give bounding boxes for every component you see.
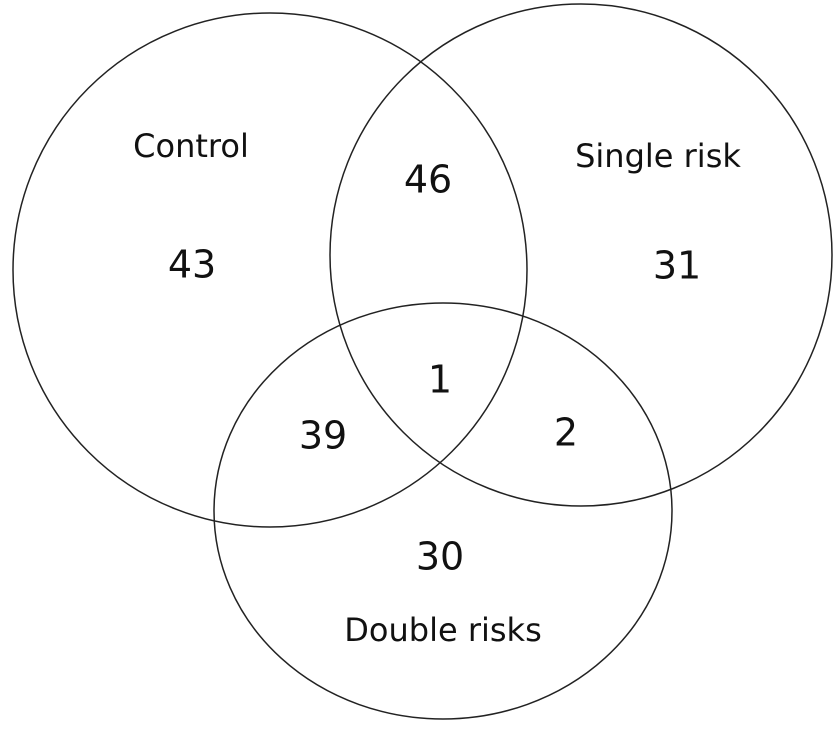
set-circle xyxy=(12,12,528,528)
region-count: 1 xyxy=(428,358,452,402)
set-label: Control xyxy=(133,127,249,165)
set-circle xyxy=(213,302,673,720)
set-label: Single risk xyxy=(575,137,741,175)
region-count: 46 xyxy=(404,158,452,202)
set-label: Double risks xyxy=(344,611,541,649)
region-count: 2 xyxy=(554,411,578,455)
region-count: 43 xyxy=(168,243,216,287)
set-circle xyxy=(329,3,833,507)
region-count: 30 xyxy=(416,535,464,579)
region-count: 39 xyxy=(299,414,347,458)
region-count: 31 xyxy=(653,244,701,288)
